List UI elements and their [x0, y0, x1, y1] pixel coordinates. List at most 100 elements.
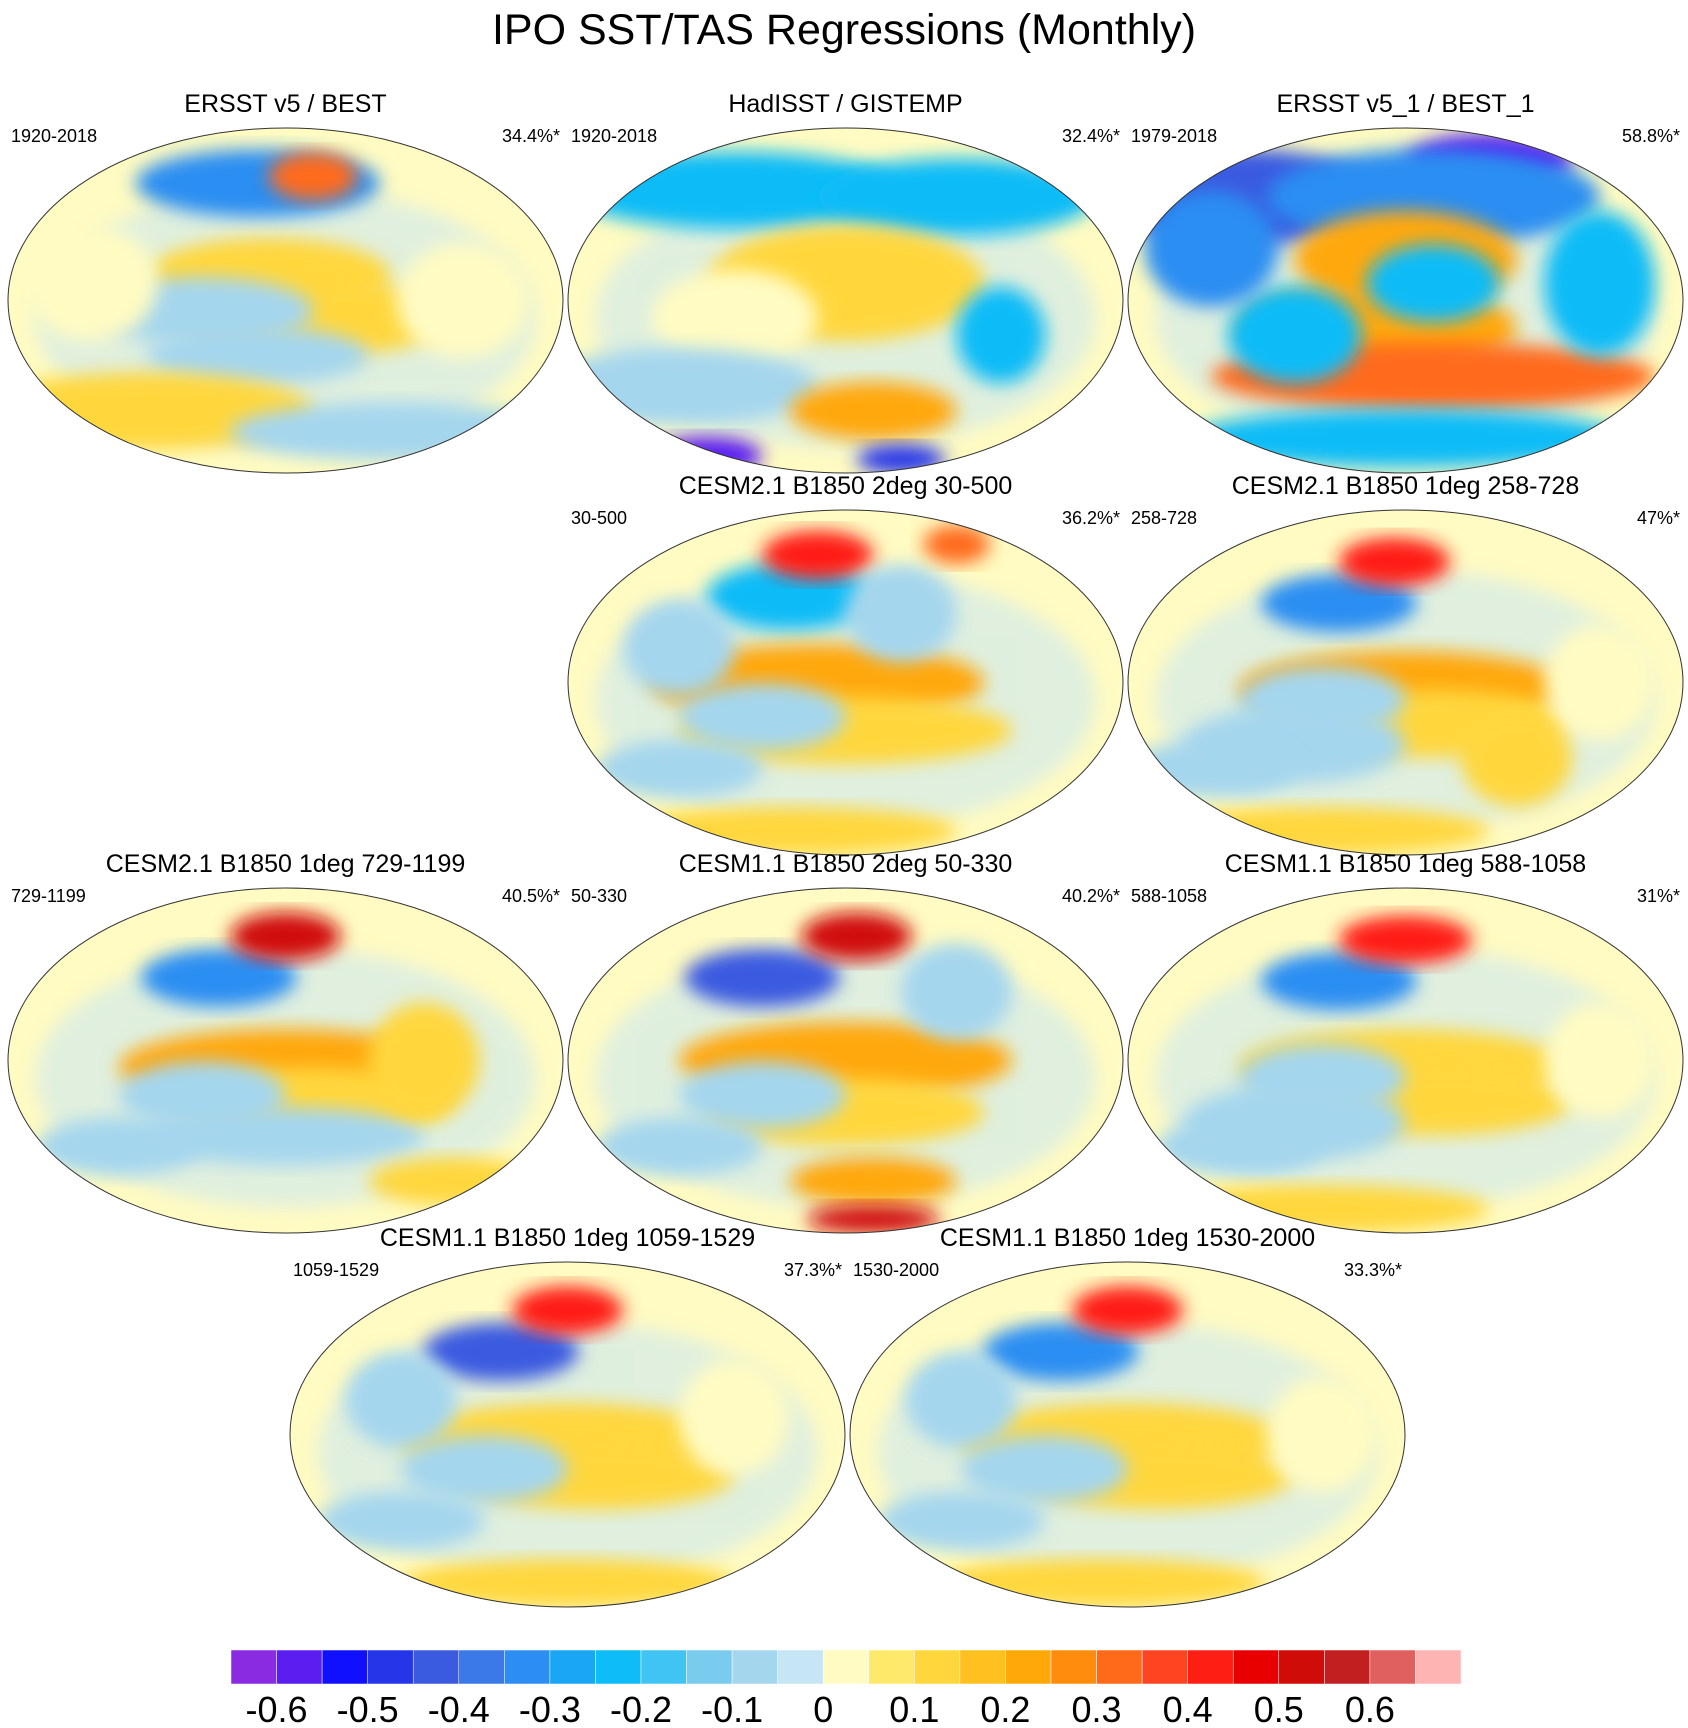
anomaly-region [679, 683, 846, 751]
anomaly-region [651, 436, 763, 473]
map-field [8, 888, 563, 1233]
map-outline [567, 509, 1124, 856]
anomaly-region [651, 269, 818, 367]
colorbar-swatch [1096, 1649, 1143, 1685]
anomaly-region [1544, 624, 1656, 741]
colorbar-tick-label: 0.3 [1072, 1689, 1122, 1728]
anomaly-region [345, 1351, 457, 1449]
colorbar-swatch [1232, 1649, 1280, 1685]
anomaly-region [762, 530, 874, 579]
colorbar-swatch [412, 1649, 460, 1685]
colorbar-swatch [1187, 1649, 1234, 1685]
panel-title: CESM1.1 B1850 1deg 1530-2000 [940, 1224, 1315, 1252]
anomaly-region [623, 806, 957, 855]
anomaly-region [401, 1435, 568, 1503]
map-field [8, 128, 563, 473]
colorbar-tick-label: 0.6 [1345, 1689, 1395, 1728]
map-field [568, 510, 1123, 855]
colorbar-swatch [1141, 1649, 1188, 1685]
anomaly-region [817, 158, 1096, 236]
panel-title: CESM2.1 B1850 1deg 258-728 [1232, 472, 1579, 500]
panel-title: CESM1.1 B1850 1deg 588-1058 [1225, 850, 1586, 878]
anomaly-region [512, 1286, 623, 1335]
colorbar-tick-label: 0.4 [1163, 1689, 1213, 1728]
colorbar-swatch [321, 1649, 368, 1685]
map-field [1128, 510, 1683, 855]
anomaly-region [1072, 1286, 1183, 1335]
colorbar-swatch [230, 1649, 277, 1685]
anomaly-region [983, 1322, 1139, 1381]
anomaly-region [679, 1061, 846, 1129]
colorbar-tick-label: -0.1 [701, 1689, 763, 1728]
map-outline [567, 127, 1124, 474]
colorbar-swatch [276, 1649, 323, 1685]
panel-percent: 37.3%* [784, 1260, 842, 1280]
anomaly-region [595, 1117, 763, 1176]
anomaly-region [961, 1435, 1128, 1503]
panel-percent: 58.8%* [1622, 126, 1680, 146]
colorbar-swatch [1324, 1649, 1371, 1685]
colorbar-tick-label: -0.6 [246, 1689, 308, 1728]
anomaly-region [623, 599, 735, 697]
panel-title: CESM2.1 B1850 1deg 729-1199 [106, 850, 466, 878]
anomaly-region [230, 402, 563, 461]
colorbar-swatch [868, 1649, 915, 1685]
anomaly-region [956, 286, 1046, 384]
map-panel: CESM1.1 B1850 1deg 588-1058 588-1058 31%* [1127, 850, 1684, 1234]
anomaly-region [230, 912, 341, 961]
panel-period: 729-1199 [11, 886, 86, 906]
anomaly-region [368, 1002, 480, 1119]
anomaly-region [1128, 739, 1295, 798]
anomaly-region [845, 565, 957, 662]
panel-period: 30-500 [571, 508, 627, 528]
colorbar-swatch [1278, 1649, 1325, 1685]
panel-period: 1920-2018 [11, 126, 97, 146]
anomaly-region [423, 1322, 579, 1381]
colorbar-swatch [640, 1649, 687, 1685]
anomaly-region [317, 1491, 485, 1550]
colorbar: -0.6 -0.5 -0.4 -0.3 -0.2 -0.1 0 0.1 0.2 0.3 0.4 0.5… [230, 1649, 1462, 1728]
anomaly-region [1544, 1002, 1656, 1119]
panel-percent: 32.4%* [1062, 126, 1120, 146]
map-panel: ERSST v5 / BEST 1920-2018 34.4%* [7, 90, 564, 474]
colorbar-swatch [1369, 1649, 1416, 1685]
map-outline [1127, 127, 1684, 474]
panel-title: CESM1.1 B1850 1deg 1059-1529 [380, 1224, 755, 1252]
anomaly-region [1338, 915, 1473, 964]
anomaly-region [146, 326, 369, 385]
colorbar-tick-label: 0.5 [1254, 1689, 1304, 1728]
map-field [568, 128, 1123, 473]
colorbar-swatch [1415, 1649, 1462, 1685]
anomaly-region [568, 348, 818, 426]
colorbar-swatch [367, 1649, 414, 1685]
map-outline [1127, 509, 1684, 856]
panel-period: 588-1058 [1131, 886, 1207, 906]
colorbar-swatch [458, 1649, 505, 1685]
panel-title: ERSST v5 / BEST [184, 90, 386, 118]
panel-period: 1920-2018 [571, 126, 657, 146]
panel-percent: 31%* [1637, 886, 1680, 906]
map-field [1128, 128, 1683, 473]
colorbar-swatch [731, 1649, 778, 1685]
map-panels: ERSST v5 / BEST 1920-2018 34.4%* HadISST / … [7, 90, 1684, 1608]
anomaly-region [1261, 952, 1417, 1011]
map-panel: HadISST / GISTEMP 1920-2018 32.4%* [567, 90, 1124, 474]
anomaly-region [877, 1491, 1045, 1550]
panel-period: 1979-2018 [1131, 126, 1217, 146]
panel-period: 258-728 [1131, 508, 1197, 528]
colorbar-tick-label: -0.4 [428, 1689, 490, 1728]
map-outline [7, 127, 564, 474]
anomaly-region [1338, 537, 1450, 586]
map-panel: ERSST v5_1 / BEST_1 1979-2018 58.8%* [1127, 90, 1684, 474]
anomaly-region [933, 1558, 1267, 1607]
map-panel: CESM1.1 B1850 2deg 50-330 50-330 40.2%* [567, 850, 1124, 1234]
colorbar-swatch [822, 1649, 870, 1685]
anomaly-region [146, 1107, 425, 1166]
map-panel: CESM2.1 B1850 2deg 30-500 30-500 36.2%* [567, 472, 1124, 856]
colorbar-tick-label: -0.3 [519, 1689, 581, 1728]
anomaly-region [1544, 210, 1656, 356]
panel-percent: 40.2%* [1062, 886, 1120, 906]
map-outline [7, 887, 564, 1234]
